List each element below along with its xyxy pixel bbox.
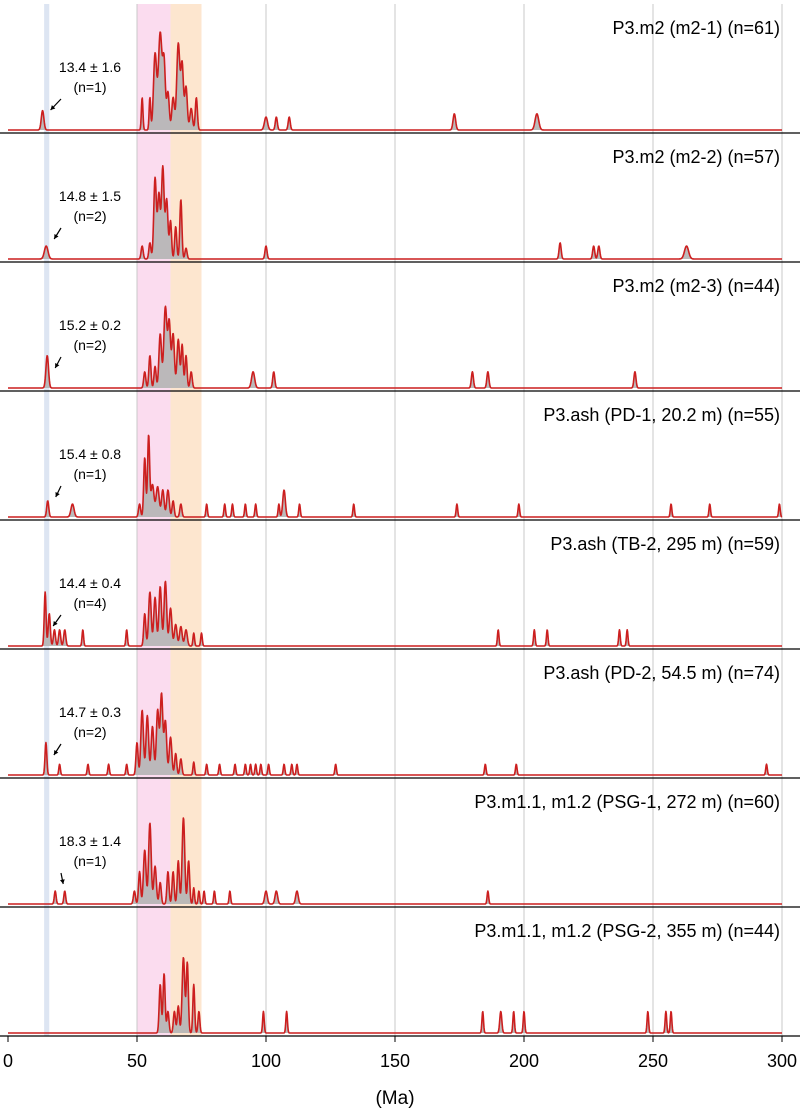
annotation-arrow-icon [53,743,62,756]
panel-title: P3.m1.1, m1.2 (PSG-1, 272 m) (n=60) [474,792,780,812]
x-tick-label: 200 [509,1051,539,1071]
annotation-age: 13.4 ± 1.6 [59,59,121,75]
annotation-age: 15.2 ± 0.2 [59,317,121,333]
panel-title: P3.m1.1, m1.2 (PSG-2, 355 m) (n=44) [474,921,780,941]
annotation-count: (n=2) [73,724,106,740]
kde-panels: P3.m2 (m2-1) (n=61)13.4 ± 1.6(n=1)P3.m2 … [0,18,800,1034]
kde-area [8,693,782,775]
x-axis: (Ma) 0 50 100 150 200 250 300 [0,1035,800,1109]
age-bands [44,4,202,1036]
panel-4: P3.ash (PD-1, 20.2 m) (n=55) 15.4 ± 0.8 (n… [0,405,800,521]
panel-title: P3.ash (TB-2, 295 m) (n=59) [550,534,780,554]
annotation-count: (n=4) [73,595,106,611]
panel-7: P3.m1.1, m1.2 (PSG-1, 272 m) (n=60) 18.3 … [0,792,800,908]
panel-title: P3.ash (PD-1, 20.2 m) (n=55) [543,405,780,425]
annotation-arrow-icon [50,98,62,111]
panel-8: P3.m1.1, m1.2 (PSG-2, 355 m) (n=44) [7,921,783,1034]
annotation-arrow-icon [52,614,62,627]
annotation-arrow-icon [54,356,62,369]
x-axis-label: (Ma) [375,1088,414,1109]
kde-line [7,692,783,776]
kde-line [7,434,783,518]
x-tick-label: 300 [767,1051,797,1071]
annotation-count: (n=2) [73,208,106,224]
annotation-arrow-icon [55,485,62,498]
annotation-count: (n=1) [73,853,106,869]
panel-title: P3.m2 (m2-3) (n=44) [612,276,780,296]
annotation-count: (n=2) [73,337,106,353]
panel-2: P3.m2 (m2-2) (n=57) 14.8 ± 1.5 (n=2) [0,147,800,263]
annotation-age: 14.4 ± 0.4 [59,575,121,591]
annotation-age: 14.7 ± 0.3 [59,704,121,720]
annotation-age: 14.8 ± 1.5 [59,188,121,204]
panel-1: P3.m2 (m2-1) (n=61) 13.4 ± 1.6 (n=1) [0,18,800,134]
kde-line [7,305,783,389]
annotation-age: 15.4 ± 0.8 [59,446,121,462]
annotation-arrow-icon [53,227,62,240]
kde-area [8,165,782,259]
panel-title: P3.m2 (m2-2) (n=57) [612,147,780,167]
x-tick-label: 250 [638,1051,668,1071]
annotation-count: (n=1) [73,466,106,482]
kde-line [7,580,783,647]
x-tick-label: 0 [3,1051,13,1071]
x-tick-label: 50 [127,1051,147,1071]
kde-area [8,32,782,130]
kde-line [7,956,783,1034]
kde-line [7,31,783,131]
x-tick-label: 150 [380,1051,410,1071]
panel-5: P3.ash (TB-2, 295 m) (n=59) 14.4 ± 0.4 (n=… [0,534,800,650]
panel-title: P3.m2 (m2-1) (n=61) [612,18,780,38]
panel-title: P3.ash (PD-2, 54.5 m) (n=74) [543,663,780,683]
kde-line [7,165,783,260]
panel-3: P3.m2 (m2-3) (n=44) 15.2 ± 0.2 (n=2) [0,276,800,392]
panel-6: P3.ash (PD-2, 54.5 m) (n=74) 14.7 ± 0.3 (n… [0,663,800,779]
x-tick-label: 100 [251,1051,281,1071]
annotation-age: 18.3 ± 1.4 [59,833,121,849]
annotation-arrow-icon [59,872,65,885]
annotation-count: (n=1) [73,79,106,95]
kde-line [7,817,783,905]
